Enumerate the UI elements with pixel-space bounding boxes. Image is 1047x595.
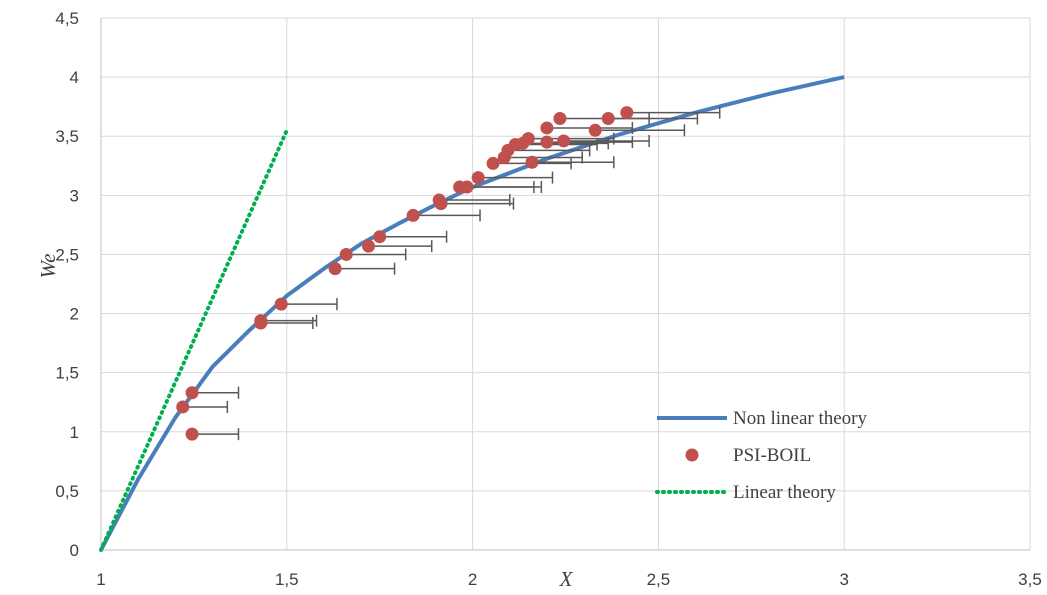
y-tick-label: 1 [70,423,79,442]
y-tick-label: 2,5 [55,245,79,264]
axes [100,18,1030,551]
y-tick-label: 1,5 [55,364,79,383]
y-tick-label: 3 [70,186,79,205]
x-tick-label: 1 [96,570,105,589]
x-tick-label: 1,5 [275,570,299,589]
tick-labels: 0 0,5 1 1,5 2 2,5 3 3,5 4 4,5 1 1,5 2 2,5 3 3,5 [55,9,1041,589]
plot-area [99,75,845,552]
legend: Non linear theory PSI-BOIL Linear theory [655,408,868,503]
psi-boil-point [254,314,268,328]
psi-boil-point [328,262,342,276]
y-tick-label: 3,5 [55,127,79,146]
psi-boil-point [601,111,615,125]
psi-boil-point [406,208,420,222]
y-tick-label: 4 [70,68,79,87]
psi-boil-point [588,123,602,137]
y-tick-label: 0 [70,541,79,560]
legend-label-nonlinear: Non linear theory [733,408,868,429]
legend-label-psiboil: PSI-BOIL [733,445,811,466]
psi-boil-point [540,135,554,149]
psi-boil-point [471,171,485,185]
legend-label-linear: Linear theory [733,482,836,503]
psi-boil-point [185,386,199,400]
x-axis-title: X [559,567,574,591]
linear-theory-line [99,128,289,552]
psi-boil-point [373,230,387,244]
psi-boil-point [460,180,474,194]
psi-boil-point [185,427,199,441]
legend-marker-psiboil [685,448,699,462]
y-axis-title: We [36,254,60,279]
x-tick-label: 3 [839,570,848,589]
y-tick-label: 4,5 [55,9,79,28]
psi-boil-point [553,111,567,125]
psi-boil-point [540,121,554,135]
y-tick-label: 2 [70,305,79,324]
psi-boil-point [274,297,288,311]
psi-boil-point [339,247,353,261]
x-tick-label: 3,5 [1018,570,1042,589]
psi-boil-point [434,197,448,211]
y-tick-label: 0,5 [55,482,79,501]
psi-boil-point [557,134,571,148]
psi-boil-point [486,156,500,170]
error-bars [182,106,721,441]
x-tick-label: 2 [468,570,477,589]
gridlines [101,17,1031,550]
psi-boil-markers [176,106,634,441]
psi-boil-point [362,239,376,253]
psi-boil-point [525,155,539,169]
psi-boil-point [176,400,190,414]
psi-boil-point [620,106,634,120]
psi-boil-point [521,132,535,146]
x-tick-label: 2,5 [647,570,671,589]
